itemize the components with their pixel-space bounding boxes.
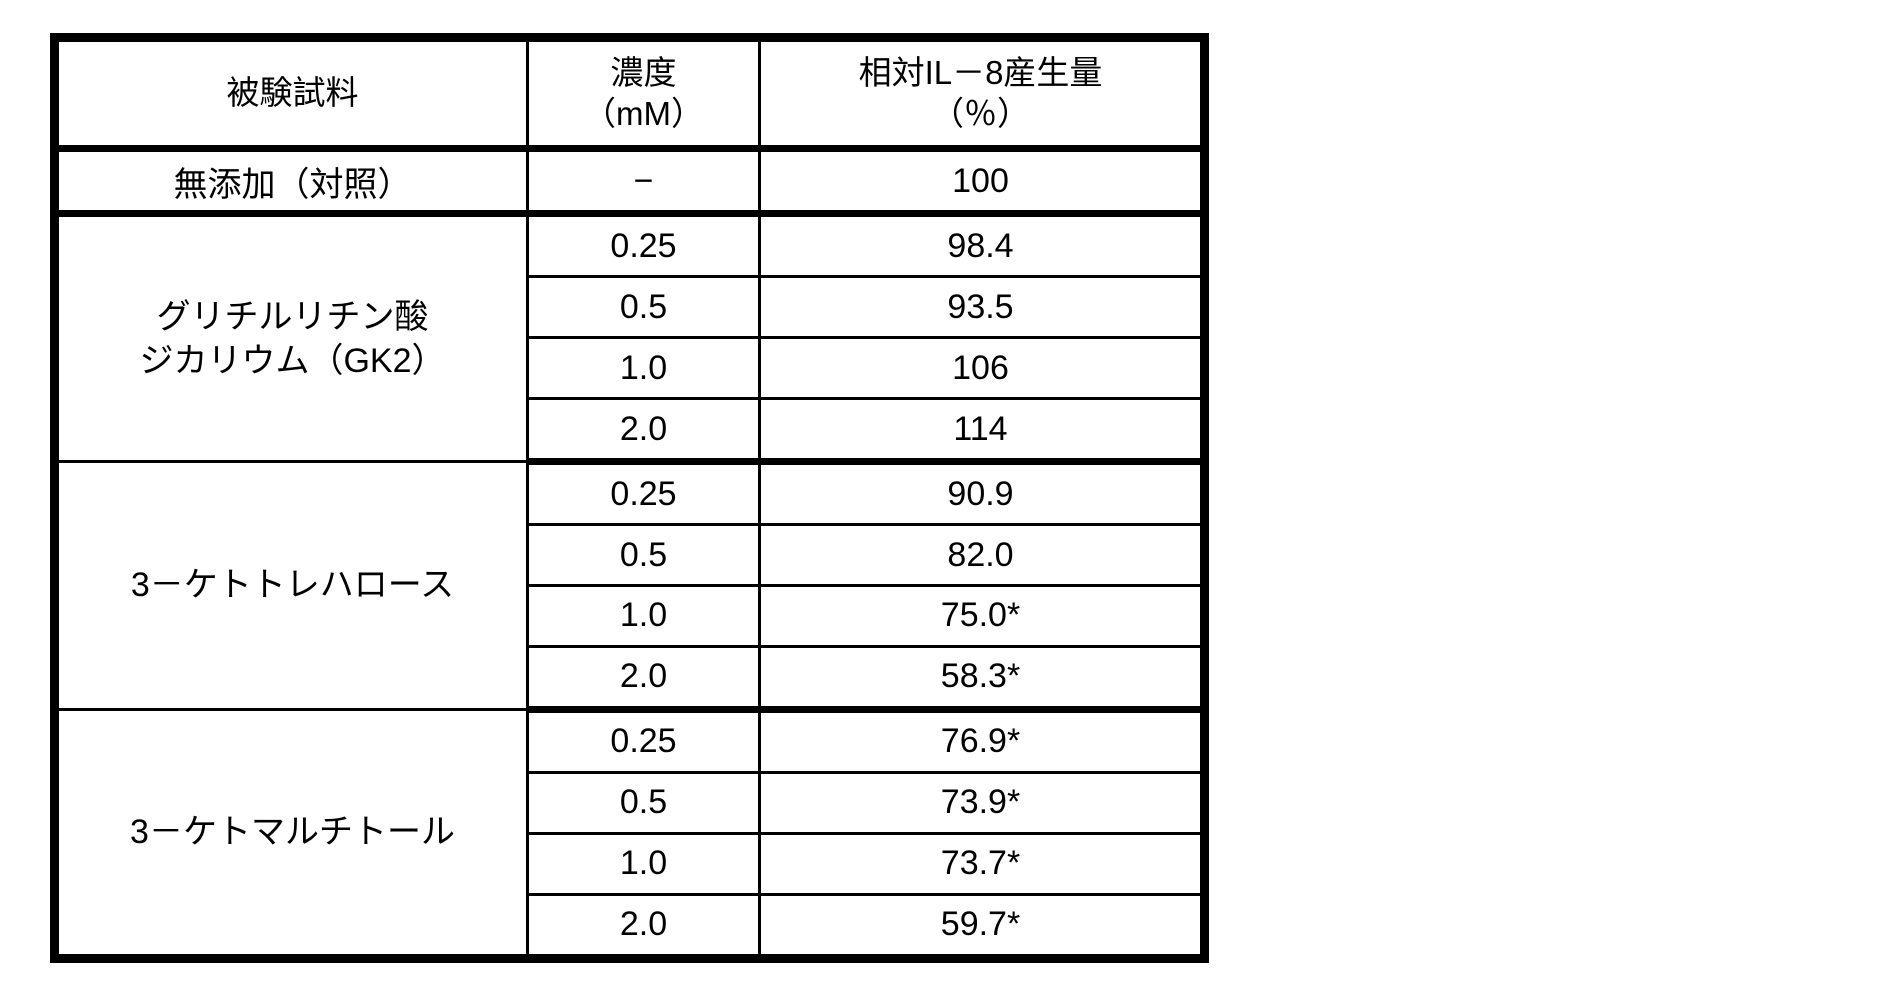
column-header-sample-line1: 被験試料	[226, 74, 359, 112]
table-row: 0.5 73.9*	[55, 771, 1206, 835]
column-header-relative-il8: 相対IL－8産生量 （％）	[758, 36, 1206, 150]
column-header-relative-il8-line2: （％）	[931, 94, 1030, 132]
table-row: 0.5 82.0	[55, 523, 1206, 588]
group-label-3-ketomaltitol-line1: 3－ケトマルチトール	[130, 813, 455, 852]
value-cell: 73.7*	[758, 831, 1206, 896]
value-cell: 76.9*	[758, 705, 1206, 775]
concentration-cell: 1.0	[526, 336, 761, 401]
table-row: 1.0 106	[55, 336, 1206, 401]
value-cell: 93.5	[758, 275, 1206, 340]
header-row: 被験試料 濃度 （mM） 相対IL－8産生量 （％）	[53, 36, 1206, 150]
value-cell: 106	[758, 336, 1206, 401]
column-header-sample: 被験試料	[53, 36, 529, 150]
group-label-gk2-line1: グリチルリチン酸	[156, 297, 429, 336]
control-concentration: −	[526, 144, 761, 218]
concentration-cell: 2.0	[526, 644, 761, 713]
column-header-concentration-line2: （mM）	[583, 94, 704, 132]
value-cell: 82.0	[758, 523, 1206, 588]
table-row: 3－ケトマルチトール 0.25 76.9*	[53, 705, 1206, 961]
column-header-concentration: 濃度 （mM）	[526, 36, 761, 150]
table-row: 0.5 93.5	[55, 275, 1206, 340]
group-label-gk2: グリチルリチン酸 ジカリウム（GK2）	[53, 212, 529, 464]
concentration-cell: 0.25	[526, 210, 761, 279]
value-cell: 75.0*	[758, 584, 1206, 648]
concentration-cell: 2.0	[526, 892, 761, 963]
concentration-cell: 1.0	[526, 831, 761, 896]
table-row: 1.0 73.7*	[55, 831, 1206, 896]
column-header-concentration-line1: 濃度	[610, 54, 677, 92]
control-sample-label: 無添加（対照）	[53, 144, 529, 218]
table-header: 被験試料 濃度 （mM） 相対IL－8産生量 （％）	[53, 36, 1206, 150]
group-label-3-ketotrehalose: 3－ケトトレハロース	[53, 460, 529, 711]
group-label-gk2-line2: ジカリウム（GK2）	[139, 341, 446, 380]
concentration-cell: 0.5	[526, 523, 761, 588]
concentration-cell: 0.25	[526, 458, 761, 527]
table-row: 3－ケトトレハロース 0.25 90.9	[53, 458, 1206, 711]
table-body: 無添加（対照） − 100 グリチルリチン酸 ジカリウム（GK2） 0.25 9…	[53, 144, 1206, 963]
value-cell: 58.3*	[758, 644, 1206, 713]
table-row: 2.0 114	[55, 397, 1206, 466]
concentration-cell: 0.5	[526, 275, 761, 340]
concentration-cell: 0.25	[526, 705, 761, 775]
results-table-container: 被験試料 濃度 （mM） 相対IL－8産生量 （％） 無添加（対照） − 100	[50, 33, 1209, 963]
group-label-3-ketomaltitol: 3－ケトマルチトール	[53, 707, 529, 961]
value-cell: 114	[758, 397, 1206, 466]
table-row: 無添加（対照） − 100	[53, 144, 1206, 218]
concentration-cell: 0.5	[526, 771, 761, 835]
table-row: 2.0 59.7*	[55, 892, 1206, 963]
table-row: 2.0 58.3*	[55, 644, 1206, 713]
value-cell: 59.7*	[758, 892, 1206, 963]
control-value: 100	[758, 144, 1206, 218]
value-cell: 90.9	[758, 458, 1206, 527]
group-label-3-ketotrehalose-line1: 3－ケトトレハロース	[130, 566, 455, 605]
concentration-cell: 2.0	[526, 397, 761, 466]
concentration-cell: 1.0	[526, 584, 761, 648]
table-row: 1.0 75.0*	[55, 584, 1206, 648]
value-cell: 98.4	[758, 210, 1206, 279]
column-header-relative-il8-line1: 相対IL－8産生量	[858, 54, 1103, 92]
table-row: グリチルリチン酸 ジカリウム（GK2） 0.25 98.4	[53, 210, 1206, 464]
value-cell: 73.9*	[758, 771, 1206, 835]
results-table: 被験試料 濃度 （mM） 相対IL－8産生量 （％） 無添加（対照） − 100	[50, 33, 1209, 963]
